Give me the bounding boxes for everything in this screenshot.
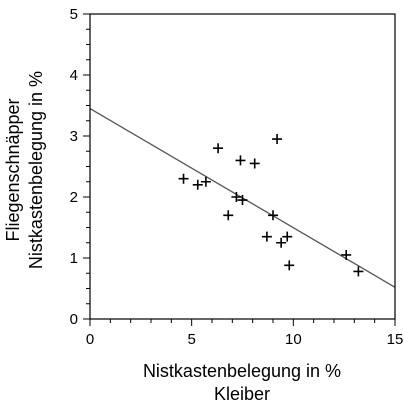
- data-point: [276, 237, 287, 248]
- data-point: [178, 173, 189, 184]
- data-point: [223, 210, 234, 221]
- y-tick-label: 3: [70, 128, 78, 145]
- data-point: [235, 155, 246, 166]
- x-axis-ticks: 0 5 10 15: [86, 319, 404, 348]
- x-tick-label: 15: [387, 331, 404, 348]
- y-tick-label: 5: [70, 6, 78, 23]
- data-point: [284, 260, 295, 271]
- y-tick-label: 4: [70, 67, 78, 84]
- x-axis-title-line2: Kleiber: [214, 384, 270, 404]
- data-point: [213, 143, 224, 154]
- y-tick-label: 2: [70, 189, 78, 206]
- data-points: [178, 134, 364, 277]
- x-tick-label: 5: [187, 331, 195, 348]
- data-point: [231, 192, 242, 202]
- y-axis-title-line2: Nistkastenbelegung in %: [26, 71, 46, 269]
- y-axis-ticks: 0 1 2 3 4 5: [70, 6, 90, 328]
- data-point: [272, 134, 283, 145]
- data-point: [282, 231, 293, 242]
- x-tick-label: 10: [285, 331, 302, 348]
- data-point: [192, 179, 203, 190]
- plot-frame: [89, 13, 396, 320]
- data-point: [268, 210, 278, 221]
- y-tick-label: 1: [70, 250, 78, 267]
- data-point: [341, 249, 352, 260]
- data-point: [200, 176, 211, 187]
- data-point: [237, 195, 248, 206]
- data-point: [353, 266, 364, 277]
- data-point: [261, 231, 272, 242]
- x-axis-title-line1: Nistkastenbelegung in %: [143, 361, 341, 381]
- x-tick-label: 0: [86, 331, 94, 348]
- data-point: [249, 158, 260, 169]
- y-axis-title-line1: Fliegenschnäpper: [3, 98, 23, 241]
- y-tick-label: 0: [70, 311, 78, 328]
